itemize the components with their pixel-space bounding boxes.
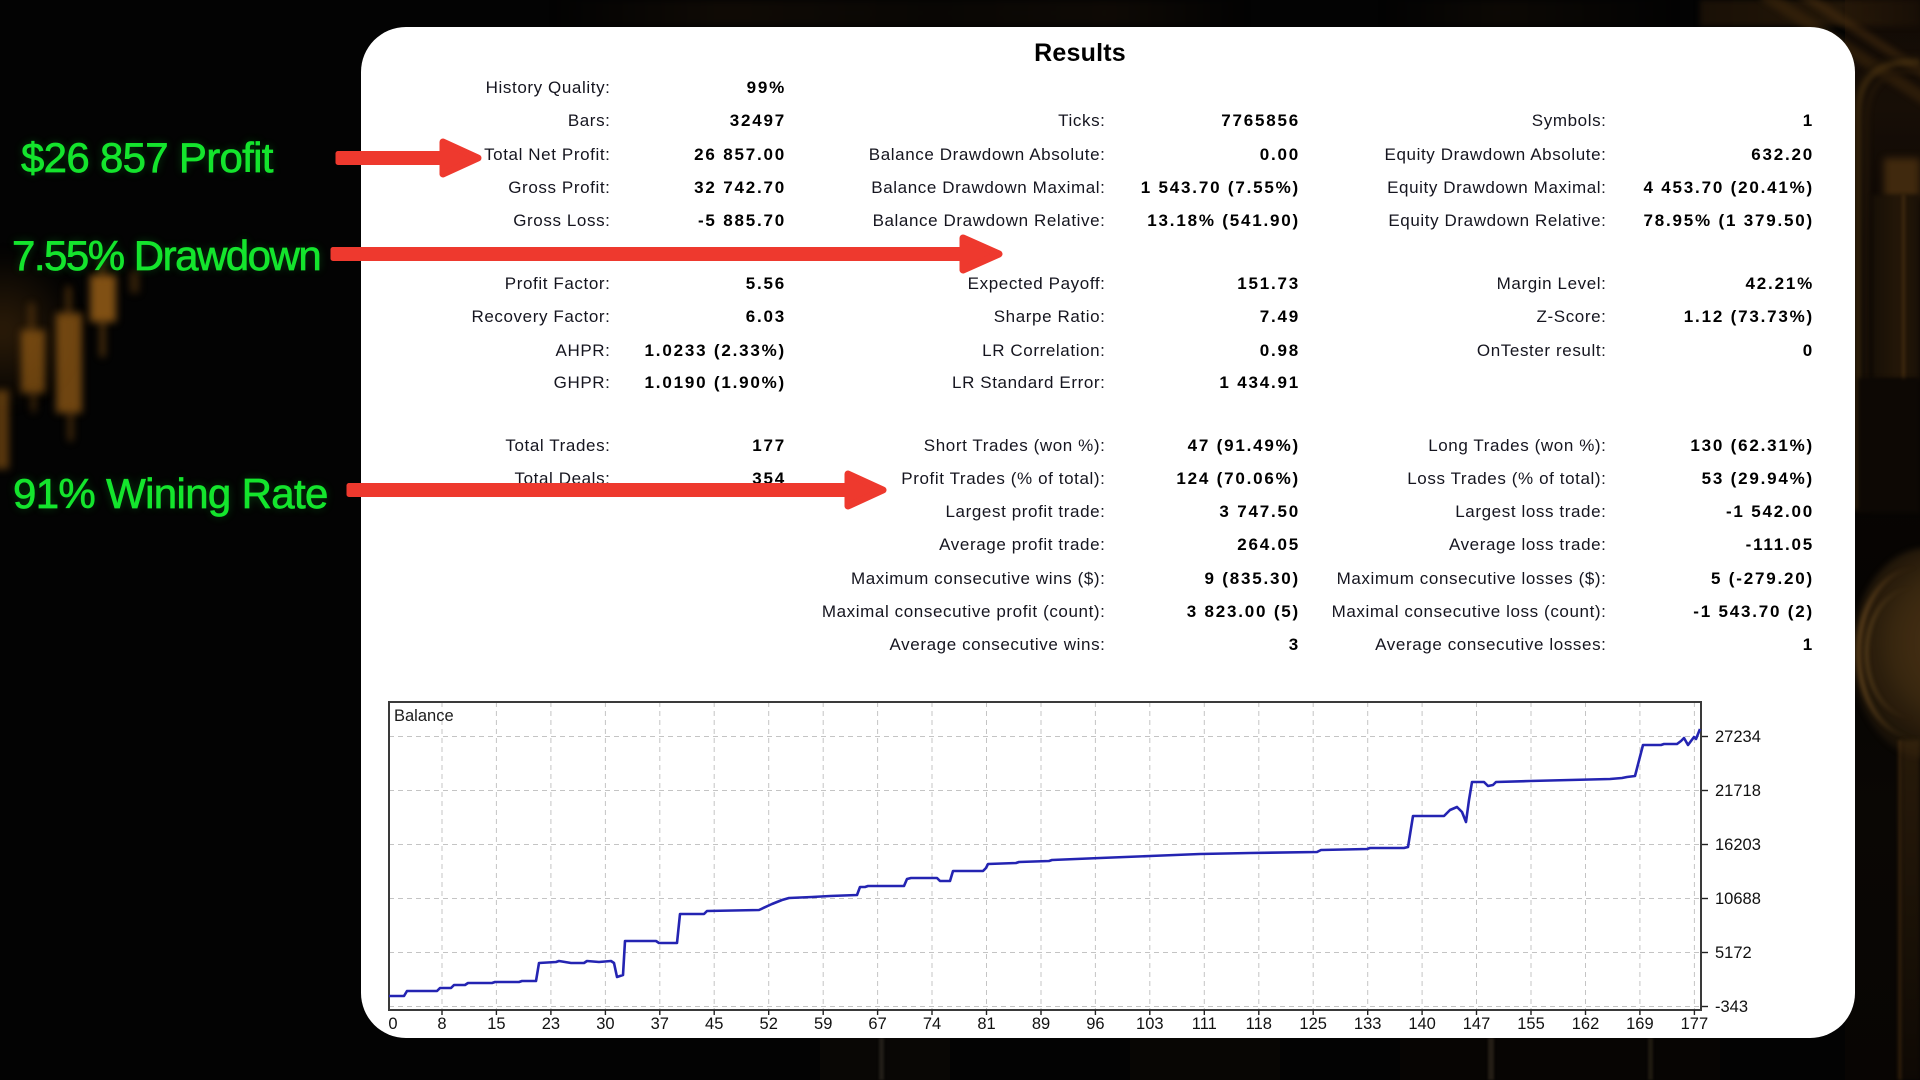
svg-text:155: 155 bbox=[1517, 1015, 1545, 1033]
svg-text:140: 140 bbox=[1408, 1015, 1436, 1033]
svg-text:81: 81 bbox=[977, 1015, 995, 1033]
svg-text:52: 52 bbox=[760, 1015, 778, 1033]
svg-text:177: 177 bbox=[1681, 1015, 1709, 1033]
svg-text:15: 15 bbox=[487, 1015, 505, 1033]
svg-text:5172: 5172 bbox=[1715, 944, 1752, 962]
svg-text:59: 59 bbox=[814, 1015, 832, 1033]
svg-text:30: 30 bbox=[596, 1015, 614, 1033]
svg-text:37: 37 bbox=[651, 1015, 669, 1033]
svg-text:111: 111 bbox=[1192, 1015, 1217, 1033]
svg-text:23: 23 bbox=[542, 1015, 560, 1033]
svg-text:96: 96 bbox=[1086, 1015, 1104, 1033]
svg-text:74: 74 bbox=[923, 1015, 941, 1033]
svg-text:45: 45 bbox=[705, 1015, 723, 1033]
svg-text:0: 0 bbox=[388, 1015, 397, 1033]
svg-text:118: 118 bbox=[1246, 1015, 1272, 1033]
svg-text:125: 125 bbox=[1299, 1015, 1327, 1033]
svg-text:103: 103 bbox=[1136, 1015, 1164, 1033]
svg-text:169: 169 bbox=[1626, 1015, 1654, 1033]
svg-text:133: 133 bbox=[1354, 1015, 1382, 1033]
svg-text:16203: 16203 bbox=[1715, 836, 1761, 854]
svg-text:89: 89 bbox=[1032, 1015, 1050, 1033]
svg-text:147: 147 bbox=[1463, 1015, 1491, 1033]
svg-text:27234: 27234 bbox=[1715, 728, 1761, 746]
svg-text:162: 162 bbox=[1572, 1015, 1600, 1033]
svg-text:10688: 10688 bbox=[1715, 890, 1761, 908]
svg-text:-343: -343 bbox=[1715, 998, 1748, 1016]
svg-text:21718: 21718 bbox=[1715, 782, 1761, 800]
svg-text:8: 8 bbox=[437, 1015, 446, 1033]
svg-text:67: 67 bbox=[868, 1015, 886, 1033]
